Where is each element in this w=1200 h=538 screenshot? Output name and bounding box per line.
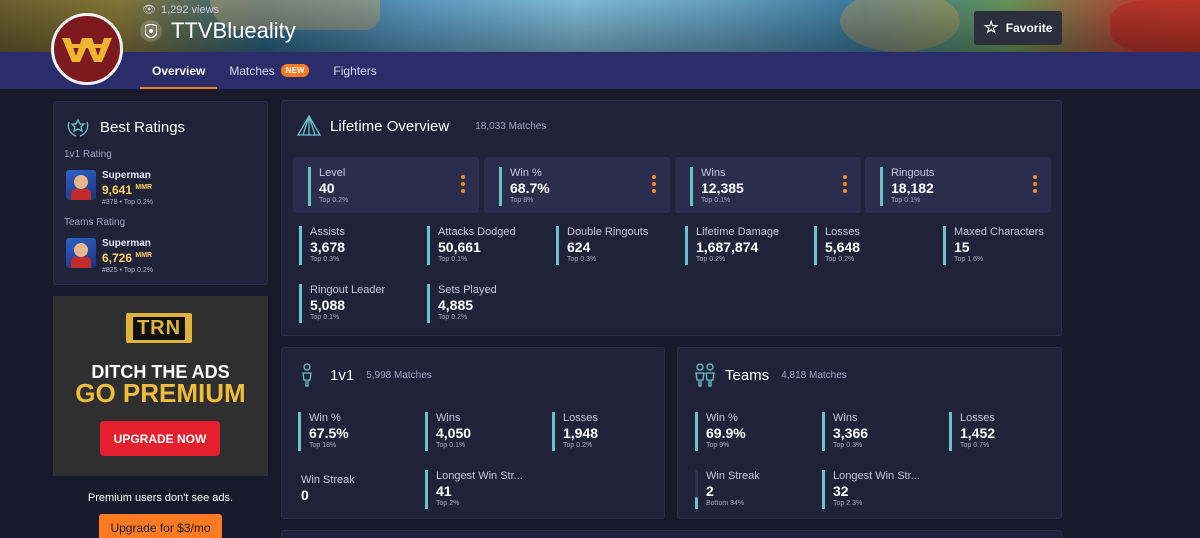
ad-subheadline: GO PREMIUM: [75, 378, 246, 408]
teams-card: Teams 4,818 Matches Win % 69.9% Top 9% Win…: [677, 347, 1062, 519]
superman-thumbnail: [66, 170, 96, 200]
stat-ringout-leader: Ringout Leader 5,088 Top 0.1%: [299, 284, 385, 323]
more-options-icon[interactable]: [652, 175, 656, 193]
view-count-text: 1,292 views: [160, 3, 220, 16]
rating-row-teams[interactable]: Superman 6,726 MMR #825 • Top 0.2%: [66, 238, 153, 274]
tab-matches[interactable]: Matches NEW: [217, 52, 321, 89]
upgrade-button[interactable]: Upgrade for $3/mo: [99, 514, 222, 538]
best-ratings-card: Best Ratings 1v1 Rating Superman 9,641 M…: [53, 101, 268, 285]
stat-teams-win-streak: Win Streak 2 Bottom 34%: [695, 470, 760, 509]
stat-lifetime-damage: Lifetime Damage 1,687,874 Top 0.2%: [685, 226, 779, 265]
stat-maxed-characters: Maxed Characters 15 Top 1.6%: [943, 226, 1044, 265]
stat-teams-losses: Losses 1,452 Top 0.7%: [949, 412, 995, 451]
best-ratings-title: Best Ratings: [100, 118, 186, 136]
stat-double-ringouts: Double Ringouts 624 Top 0.3%: [556, 226, 648, 265]
favorite-button[interactable]: ☆ Favorite: [974, 11, 1062, 45]
stat-rank: Top 0.2%: [319, 197, 349, 204]
lifetime-matches: 18,033 Matches: [475, 120, 547, 132]
stat-teams-longest-streak: Longest Win Str... 32 Top 2.3%: [822, 470, 920, 509]
more-options-icon[interactable]: [461, 175, 465, 193]
stat-card-wins: Wins 12,385 Top 0.1%: [675, 157, 861, 213]
onev-card: 1v1 5,998 Matches Win % 67.5% Top 18% Wins…: [281, 347, 665, 519]
stat-card-win-pct: Win % 68.7% Top 8%: [484, 157, 670, 213]
rating-label-1v1: 1v1 Rating: [64, 149, 112, 160]
tab-fighters[interactable]: Fighters: [321, 52, 388, 89]
stat-value: 18,182: [891, 180, 934, 196]
pyramid-icon: [297, 115, 321, 136]
rating-rank: #825 • Top 0.2%: [102, 267, 153, 274]
team-icon: [695, 363, 715, 387]
stat-teams-win-pct: Win % 69.9% Top 9%: [695, 412, 746, 451]
lifetime-overview-card: Lifetime Overview 18,033 Matches Level 4…: [281, 100, 1062, 336]
teams-matches: 4,818 Matches: [781, 369, 847, 381]
stat-teams-wins: Wins 3,366 Top 0.3%: [822, 412, 868, 451]
stat-assists: Assists 3,678 Top 0.3%: [299, 226, 345, 265]
next-section-card: [281, 530, 1062, 538]
mmr-unit: MMR: [135, 184, 153, 191]
stat-value: 68.7%: [510, 180, 550, 196]
laurel-icon: [67, 118, 89, 137]
rating-value: 6,726 MMR: [102, 251, 153, 265]
stat-rank: Top 0.1%: [891, 197, 921, 204]
onev-title: 1v1: [330, 366, 355, 384]
stat-rank: Top 8%: [510, 197, 534, 204]
stat-sets-played: Sets Played 4,885 Top 0.2%: [427, 284, 497, 323]
ad-headline: DITCH THE ADS: [91, 362, 230, 382]
hero-name: Superman: [102, 170, 151, 181]
premium-note: Premium users don't see ads.: [87, 492, 234, 504]
teams-title: Teams: [725, 366, 770, 384]
trn-logo: TRN: [126, 313, 192, 343]
stat-label: Wins: [701, 167, 726, 179]
onev-matches: 5,998 Matches: [366, 369, 432, 381]
stat-onev-win-pct: Win % 67.5% Top 18%: [298, 412, 349, 451]
premium-ad[interactable]: TRN DITCH THE ADS GO PREMIUM UPGRADE NOW: [53, 296, 268, 476]
lifetime-title: Lifetime Overview: [330, 117, 450, 135]
nav-tabs: Overview Matches NEW Fighters: [140, 52, 389, 89]
tab-overview[interactable]: Overview: [140, 52, 218, 89]
more-options-icon[interactable]: [843, 175, 847, 193]
stat-attacks-dodged: Attacks Dodged 50,661 Top 0.1%: [427, 226, 516, 265]
person-icon: [302, 363, 312, 387]
stat-card-ringouts: Ringouts 18,182 Top 0.1%: [865, 157, 1051, 213]
superman-thumbnail: [66, 238, 96, 268]
stat-card-level: Level 40 Top 0.2%: [293, 157, 479, 213]
player-header: TTVBlueality: [140, 18, 296, 44]
view-count: 👁 1,292 views: [142, 3, 220, 17]
stat-onev-wins: Wins 4,050 Top 0.1%: [425, 412, 471, 451]
stat-rank: Top 0.1%: [701, 197, 731, 204]
eye-icon: 👁: [142, 4, 156, 16]
wonder-woman-emblem-icon: [62, 38, 112, 62]
tab-label: Overview: [152, 63, 206, 78]
tab-label: Matches: [229, 63, 275, 78]
rating-value: 9,641 MMR: [102, 183, 153, 197]
stat-onev-losses: Losses 1,948 Top 0.2%: [552, 412, 598, 451]
stat-label: Ringouts: [891, 167, 935, 179]
star-icon: ☆: [983, 18, 999, 37]
favorite-label: Favorite: [1005, 21, 1053, 35]
nav-bar: [0, 52, 1200, 89]
stat-onev-longest-streak: Longest Win Str... 41 Top 2%: [425, 470, 523, 509]
rating-row-1v1[interactable]: Superman 9,641 MMR #378 • Top 0.2%: [66, 170, 153, 206]
stat-onev-win-streak: Win Streak 0: [301, 474, 355, 503]
stat-losses: Losses 5,648 Top 0.2%: [814, 226, 860, 265]
stat-label: Win %: [510, 167, 542, 179]
upgrade-now-button[interactable]: UPGRADE NOW: [100, 421, 220, 456]
rating-rank: #378 • Top 0.2%: [102, 199, 153, 206]
more-options-icon[interactable]: [1033, 175, 1037, 193]
platform-shield-icon[interactable]: [140, 20, 162, 42]
new-badge: NEW: [280, 64, 310, 77]
stat-value: 40: [319, 180, 335, 196]
tab-label: Fighters: [333, 63, 377, 78]
player-name: TTVBlueality: [171, 18, 296, 43]
rating-label-teams: Teams Rating: [64, 217, 126, 228]
avatar: [51, 13, 123, 85]
mmr-unit: MMR: [135, 252, 153, 259]
hero-name: Superman: [102, 238, 151, 249]
stat-label: Level: [319, 167, 346, 179]
stat-value: 12,385: [701, 180, 744, 196]
